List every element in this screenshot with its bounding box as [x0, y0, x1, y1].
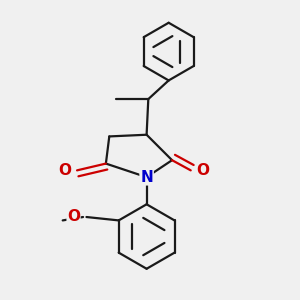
Text: O: O — [67, 209, 80, 224]
Text: O: O — [196, 163, 209, 178]
Text: O: O — [59, 163, 72, 178]
Text: N: N — [140, 169, 153, 184]
